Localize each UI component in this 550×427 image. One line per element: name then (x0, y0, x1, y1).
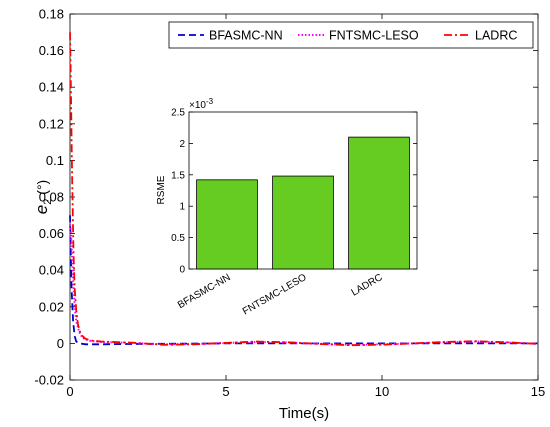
y-tick-label: 0.18 (39, 7, 64, 22)
y-axis-label-main: e (32, 205, 51, 214)
inset-y-tick-label: 2.5 (171, 108, 185, 119)
inset-y-tick-label: 0.5 (171, 233, 185, 244)
inset-y-tick-label: 1 (179, 202, 185, 213)
inset-bar-fntsmc-leso (272, 175, 334, 270)
y-axis-label-subscript: 2 (42, 199, 54, 205)
main-axis-ticks: 0 5 10 15-0.0200.020.040.060.080.10.120.140… (34, 7, 545, 400)
inset-y-axis-label: RSME (156, 175, 167, 204)
inset-exponent-base: ×10 (189, 100, 206, 111)
series-line-ladrc (69, 32, 539, 347)
y-tick-label: 0.16 (39, 43, 64, 58)
legend-label: BFASMC-NN (209, 29, 283, 43)
legend-box (168, 21, 534, 49)
y-tick-label: 0.04 (39, 263, 64, 278)
inset-exponent-power: -3 (206, 97, 214, 106)
inset-axis-ticks: 0 0.5 1 1.5 2 2.5 (171, 108, 417, 276)
inset-bar-chart: 00.511.522.5 RSME ×10-3 BFASMC-NN FNTSMC-… (156, 97, 418, 317)
y-tick-label: 0.02 (39, 299, 64, 314)
inset-y-tick-label: 2 (179, 139, 185, 150)
x-axis-label: Time(s) (279, 405, 329, 422)
x-tick-label: 15 (531, 384, 545, 399)
inset-y-tick-label: 1.5 (171, 170, 185, 181)
y-tick-label: 0.1 (46, 153, 64, 168)
main-series-lines (69, 32, 539, 347)
inset-bar-ladrc (348, 136, 410, 270)
x-tick-label: 5 (222, 384, 229, 399)
y-tick-label: -0.02 (34, 373, 64, 388)
y-tick-label: 0 (57, 336, 64, 351)
legend-label: LADRC (475, 29, 517, 43)
y-tick-label: 0.12 (39, 116, 64, 131)
inset-exponent: ×10-3 (189, 97, 214, 111)
inset-bar-bfasmc-nn (196, 179, 258, 270)
y-tick-label: 0.06 (39, 226, 64, 241)
inset-bars (196, 136, 410, 270)
y-axis-label-unit: (°) (34, 180, 50, 199)
x-tick-label: 10 (375, 384, 389, 399)
y-tick-label: 0.14 (39, 80, 64, 95)
inset-y-tick-label: 0 (179, 265, 185, 276)
y-tick-label: 0.08 (39, 190, 64, 205)
legend-label: FNTSMC-LESO (329, 29, 419, 43)
legend: BFASMC-NN FNTSMC-LESO LADRC (168, 21, 534, 49)
x-tick-label: 0 (66, 384, 73, 399)
y-axis-label: e2 (°) (32, 180, 54, 214)
